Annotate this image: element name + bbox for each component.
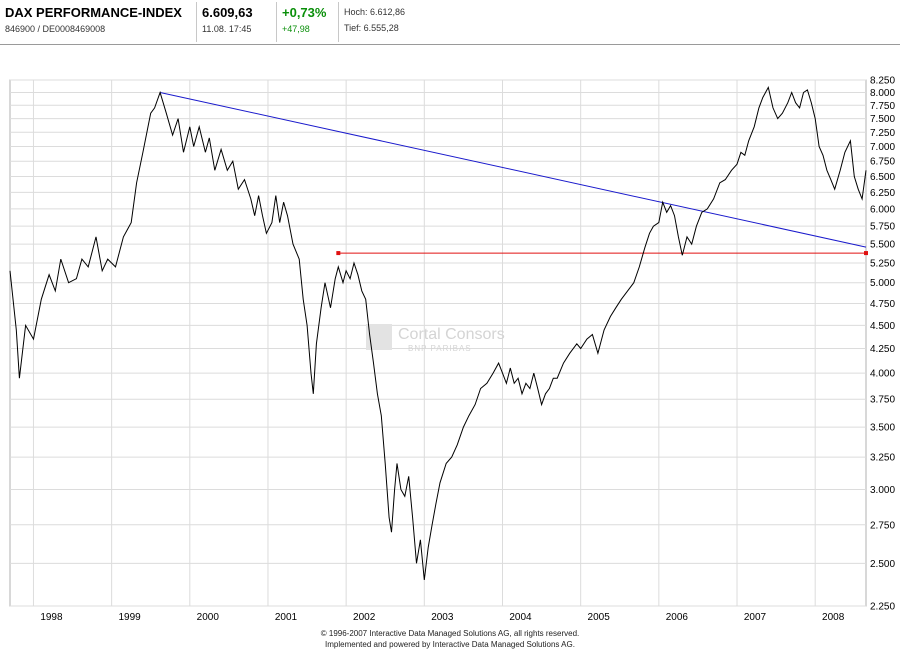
chart-grid [9,79,867,607]
y-tick-label: 7.500 [870,114,895,125]
powered-by: Implemented and powered by Interactive D… [325,640,575,649]
header-divider [338,2,339,42]
day-high: Hoch: 6.612,86 [344,7,406,17]
last-price: 6.609,63 [202,5,253,20]
x-tick-label: 2002 [353,612,376,623]
y-tick-label: 3.000 [870,485,895,496]
y-tick-label: 5.250 [870,258,895,269]
y-tick-label: 8.000 [870,88,895,99]
y-tick-label: 3.500 [870,423,895,434]
watermark-subtitle: BNP PARIBAS [408,344,472,353]
high-low-block: Hoch: 6.612,86 Tief: 6.555,28 [344,4,464,40]
support-endpoint [864,251,868,256]
change-absolute: +47,98 [282,24,310,34]
resistance-line [159,91,867,248]
series-line-dax [9,86,867,580]
instrument-block: DAX PERFORMANCE-INDEX 846900 / DE0008469… [5,4,195,40]
instrument-title: DAX PERFORMANCE-INDEX [5,5,182,20]
series-layer [9,86,867,580]
quote-header: DAX PERFORMANCE-INDEX 846900 / DE0008469… [0,0,900,45]
y-tick-label: 2.750 [870,520,895,531]
header-divider [276,2,277,42]
support-endpoint [336,251,341,256]
x-tick-label: 2000 [197,612,220,623]
y-tick-label: 4.500 [870,321,895,332]
y-tick-label: 7.250 [870,128,895,139]
y-tick-label: 3.250 [870,453,895,464]
price-block: 6.609,63 11.08. 17:45 [202,4,272,40]
y-tick-label: 3.750 [870,395,895,406]
copyright: © 1996-2007 Interactive Data Managed Sol… [320,629,580,638]
y-tick-label: 5.000 [870,278,895,289]
x-tick-label: 2003 [431,612,454,623]
x-tick-label: 1999 [119,612,142,623]
y-tick-label: 4.750 [870,299,895,310]
y-tick-label: 6.500 [870,172,895,183]
change-block: +0,73% +47,98 [282,4,337,40]
y-tick-label: 2.250 [870,602,895,613]
y-tick-label: 8.250 [870,76,895,87]
y-tick-label: 2.500 [870,559,895,570]
x-tick-label: 1998 [40,612,63,623]
y-tick-label: 6.000 [870,204,895,215]
plot-frame [9,79,867,607]
y-tick-label: 6.750 [870,157,895,168]
change-percent: +0,73% [282,5,327,20]
quote-datetime: 11.08. 17:45 [202,24,252,34]
y-tick-label: 5.750 [870,222,895,233]
price-chart: Cortal Consors BNP PARIBAS 1998 1999 2000 2… [9,76,895,623]
x-tick-label: 2004 [509,612,532,623]
day-low: Tief: 6.555,28 [344,23,399,33]
x-tick-label: 2008 [822,612,845,623]
y-tick-label: 5.500 [870,240,895,251]
y-tick-label: 4.250 [870,344,895,355]
y-tick-label: 7.000 [870,142,895,153]
y-tick-label: 7.750 [870,101,895,112]
y-tick-label: 4.000 [870,369,895,380]
header-divider [196,2,197,42]
x-tick-label: 2001 [275,612,298,623]
x-tick-label: 2006 [666,612,689,623]
x-axis: 1998 1999 2000 2001 2002 2003 2004 2005 2006 2007… [40,612,844,623]
x-tick-label: 2007 [744,612,767,623]
annotations [159,91,868,256]
x-tick-label: 2005 [588,612,611,623]
y-tick-label: 6.250 [870,188,895,199]
watermark-title: Cortal Consors [398,326,505,343]
instrument-ids: 846900 / DE0008469008 [5,24,106,34]
